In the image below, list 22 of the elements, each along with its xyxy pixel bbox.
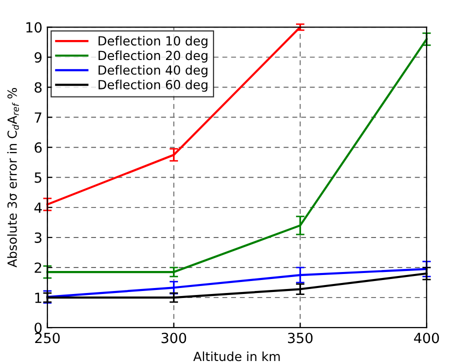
y-tick-label: 7 [34, 112, 42, 123]
x-axis-title: Altitude in km [193, 351, 280, 362]
y-tick-label: 4 [34, 202, 42, 213]
y-tick-label: 0 [34, 322, 42, 334]
line-series [46, 268, 428, 298]
y-tick-label: 2 [34, 262, 42, 273]
y-tick-label: 6 [34, 142, 42, 153]
y-tick-label: 3 [34, 232, 42, 243]
x-tick-label: 350 [288, 332, 313, 344]
x-tick-label: 400 [414, 332, 439, 344]
legend-label: Deflection 60 deg [98, 80, 208, 92]
y-tick-label: 8 [34, 82, 42, 93]
legend-label: Deflection 40 deg [98, 65, 208, 78]
y-tick-label: 5 [34, 172, 42, 183]
x-tick-label: 250 [35, 332, 60, 344]
legend-label: Deflection 20 deg [98, 50, 208, 63]
y-tick-label: 10 [26, 22, 42, 33]
y-axis-title: Absolute 3σ error in C$_{d}$A$_{ref}$ % [7, 88, 19, 268]
x-tick-label: 300 [162, 332, 186, 344]
legend-label: Deflection 10 deg [98, 36, 208, 48]
y-tick-label: 9 [34, 52, 42, 63]
y-tick-label: 1 [35, 292, 42, 303]
